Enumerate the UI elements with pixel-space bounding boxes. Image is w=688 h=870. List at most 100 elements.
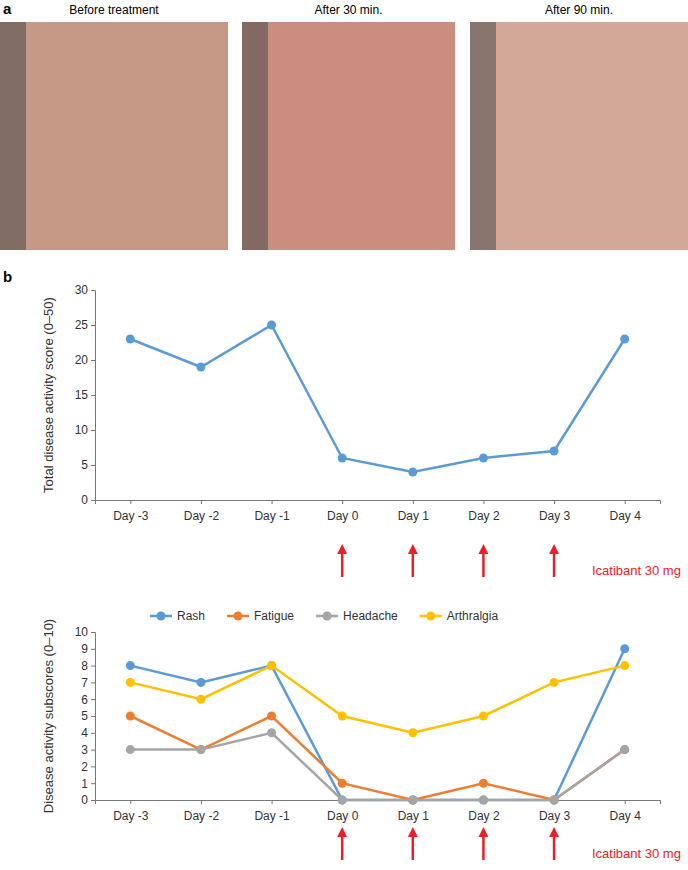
series-marker [338, 454, 347, 463]
x-tick-mark [625, 500, 626, 504]
y-tick-label: 3 [81, 743, 88, 757]
x-tick-label: Day 4 [610, 809, 642, 823]
annotation-arrow [341, 832, 344, 860]
legend-item: Headache [316, 609, 398, 623]
series-marker [620, 745, 629, 754]
legend: Rash Fatigue Headache Arthralgia [150, 609, 498, 623]
y-tick-label: 30 [75, 283, 89, 297]
x-tick-label: Day 2 [468, 809, 500, 823]
series-marker [196, 745, 205, 754]
x-tick-mark [272, 800, 273, 804]
series-marker [126, 745, 135, 754]
x-tick-mark [201, 500, 202, 504]
x-tick: Day 0 [327, 500, 359, 523]
x-tick: Day -3 [113, 800, 149, 823]
series-marker [267, 321, 276, 330]
y-tick: 2 [81, 760, 95, 774]
y-tick: 10 [75, 423, 95, 437]
photo-caption: After 30 min. [314, 3, 382, 17]
y-tick: 9 [81, 642, 95, 656]
x-tick: Day -2 [184, 800, 220, 823]
y-tick-label: 9 [81, 642, 88, 656]
y-tick-mark [91, 430, 95, 431]
y-tick: 20 [75, 353, 95, 367]
series-marker [196, 745, 205, 754]
plot-area [126, 644, 629, 804]
y-tick-label: 2 [81, 760, 88, 774]
y-tick-label: 1 [81, 777, 88, 791]
x-tick: Day -1 [254, 800, 290, 823]
x-tick-label: Day -3 [113, 509, 149, 523]
series-marker [126, 712, 135, 721]
legend-label: Rash [177, 609, 205, 623]
series [126, 644, 629, 804]
series-marker [550, 796, 559, 805]
y-tick: 0 [81, 493, 95, 507]
x-tick-label: Day 3 [539, 509, 571, 523]
series-line [130, 666, 624, 733]
legend-item: Arthralgia [420, 609, 499, 623]
legend-symbol-marker [157, 612, 166, 621]
y-tick-mark [91, 766, 95, 767]
panel-label: b [3, 268, 12, 285]
y-tick-mark [91, 649, 95, 650]
series-marker [408, 796, 417, 805]
y-tick-mark [91, 750, 95, 751]
y-tick-mark [91, 716, 95, 717]
x-tick: Day 1 [398, 500, 430, 523]
annotation: Icatibant 30 mg [342, 549, 681, 578]
series-line [130, 325, 624, 472]
x-tick-mark [483, 500, 484, 504]
x-tick-label: Day 0 [327, 509, 359, 523]
x-tick-mark [130, 800, 131, 804]
series-marker [338, 796, 347, 805]
y-tick-label: 5 [81, 709, 88, 723]
legend-symbol-marker [426, 612, 435, 621]
photo: Before treatment [0, 3, 228, 250]
legend-label: Arthralgia [447, 609, 499, 623]
y-tick-mark [91, 682, 95, 683]
y-axis-title: Total disease activity score (0–50) [41, 297, 56, 493]
series-marker [267, 712, 276, 721]
annotation-arrow [412, 549, 415, 577]
x-axis-line [96, 501, 661, 505]
y-tick-mark [91, 325, 95, 326]
photo: After 30 min. [242, 3, 455, 250]
y-tick-label: 7 [81, 676, 88, 690]
y-tick-mark [91, 395, 95, 396]
y-tick-label: 0 [81, 793, 88, 807]
y-tick-label: 6 [81, 693, 88, 707]
y-tick: 25 [75, 318, 95, 332]
annotation-arrow [412, 832, 415, 860]
legend-item: Rash [150, 609, 205, 623]
series-marker [408, 468, 417, 477]
x-tick-label: Day -2 [184, 509, 220, 523]
series-marker [126, 678, 135, 687]
photo-image [242, 22, 455, 250]
annotation-text: Icatibant 30 mg [592, 563, 681, 578]
series-marker [408, 796, 417, 805]
series-marker [550, 447, 559, 456]
y-tick-label: 0 [81, 493, 88, 507]
chart: 0 5 10 15 20 25 30 Day -3 Day -2 Day -1 Day 0 Day 1… [41, 283, 681, 578]
photo-shadow [0, 22, 26, 250]
chart: 012345678910Day -3Day -2Day -1Day 0Day 1… [41, 609, 681, 861]
y-tick-label: 15 [75, 388, 89, 402]
photo-shadow [242, 22, 268, 250]
series-marker [196, 363, 205, 372]
legend-symbol-marker [234, 612, 243, 621]
x-tick: Day -1 [254, 500, 290, 523]
y-tick-mark [91, 666, 95, 667]
y-tick-label: 4 [81, 726, 88, 740]
legend-item: Fatigue [227, 609, 294, 623]
y-tick-mark [91, 290, 95, 291]
y-tick-mark [91, 800, 95, 801]
series-marker [620, 661, 629, 670]
annotation: Icatibant 30 mg [342, 832, 681, 861]
x-axis: Day -3Day -2Day -1Day 0Day 1Day 2Day 3Da… [96, 800, 661, 823]
x-axis: Day -3Day -2Day -1Day 0Day 1Day 2Day 3Da… [96, 500, 661, 523]
x-tick: Day 4 [610, 800, 642, 823]
y-tick: 7 [81, 676, 95, 690]
legend-label: Fatigue [254, 609, 294, 623]
y-tick-label: 5 [81, 458, 88, 472]
